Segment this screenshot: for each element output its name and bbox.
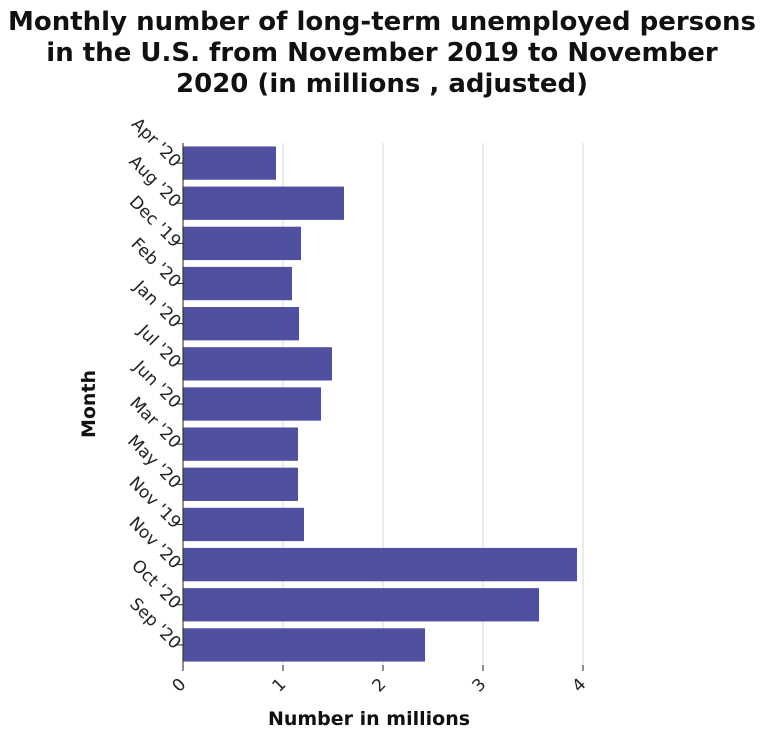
x-tick-label: 4	[569, 675, 591, 697]
bar	[183, 307, 299, 341]
bar	[183, 387, 321, 421]
bars	[183, 146, 577, 662]
gridlines	[282, 143, 584, 665]
chart-title-line-3: 2020 (in millions , adjusted)	[176, 69, 588, 99]
bar	[183, 427, 298, 461]
bar	[183, 547, 577, 582]
bar	[183, 146, 276, 180]
bar	[183, 628, 425, 662]
bar	[183, 266, 292, 301]
bar	[183, 186, 344, 220]
x-axis-title: Number in millions	[268, 708, 470, 730]
x-tick-label: 3	[469, 675, 491, 697]
bar	[183, 467, 298, 501]
bar	[183, 347, 332, 381]
x-tick-label: 1	[269, 675, 291, 697]
axes	[177, 143, 584, 671]
bar	[183, 507, 304, 542]
x-tick-labels: 0 1 2 3 4	[169, 675, 591, 697]
x-tick-label: 0	[169, 675, 191, 697]
bar	[183, 588, 539, 622]
chart-title-line-2: in the U.S. from November 2019 to Novemb…	[46, 38, 718, 68]
chart-title-line-1: Monthly number of long-term unemployed p…	[8, 7, 756, 37]
x-tick-label: 2	[369, 675, 391, 697]
bar	[183, 226, 301, 261]
y-axis-title: Month	[78, 370, 100, 438]
